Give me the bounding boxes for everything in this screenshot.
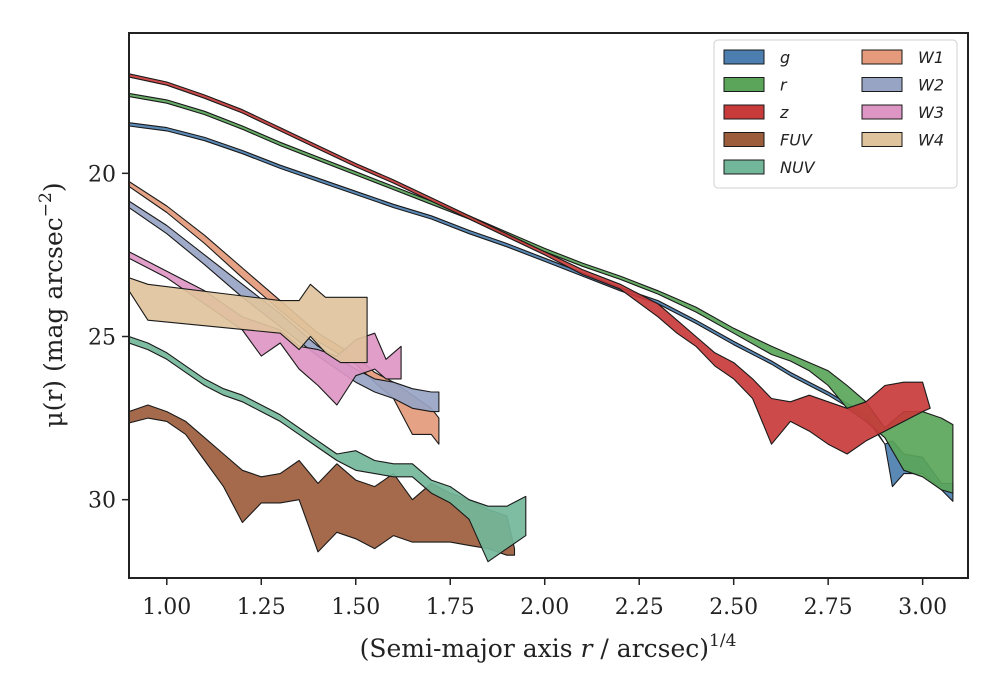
x-axis-label: (Semi-major axis r / arcsec)1/4 xyxy=(360,631,737,663)
legend-swatch xyxy=(861,104,903,120)
legend-item-z: z xyxy=(723,103,789,122)
series-bands xyxy=(129,73,954,563)
x-tick-label: 2.75 xyxy=(804,595,853,620)
band-z xyxy=(129,73,931,455)
legend-label: FUV xyxy=(780,131,813,150)
x-tick-label: 1.75 xyxy=(426,595,475,620)
legend-item-w2: W2 xyxy=(861,76,944,95)
legend-item-w1: W1 xyxy=(861,48,944,67)
legend-label: g xyxy=(780,48,790,67)
legend-label: NUV xyxy=(780,158,816,177)
legend-item-nuv: NUV xyxy=(723,158,816,177)
x-tick-label: 2.50 xyxy=(709,595,758,620)
x-tick-label: 2.00 xyxy=(520,595,569,620)
legend-item-w4: W4 xyxy=(861,131,944,150)
legend-item-w3: W3 xyxy=(861,103,944,122)
x-axis-ticks: 1.00 1.25 1.50 1.75 2.00 2.25 2.50 2.75 3.00 xyxy=(142,578,947,620)
y-axis-ticks: 20 25 30 xyxy=(88,162,129,514)
legend-swatch xyxy=(723,159,765,175)
legend-swatch xyxy=(861,132,903,147)
x-tick-label: 1.50 xyxy=(331,595,380,620)
legend-swatch xyxy=(861,49,903,65)
legend-label: W1 xyxy=(918,48,944,67)
legend-item-r: r xyxy=(723,76,788,95)
legend-label: W4 xyxy=(918,131,944,150)
legend-item-fuv: FUV xyxy=(723,131,813,150)
legend: grz FUV NUV W1 W2 W3 W4 xyxy=(713,39,958,189)
plot-frame xyxy=(128,32,969,579)
legend-swatch xyxy=(723,49,765,65)
legend-swatch xyxy=(723,77,765,92)
y-tick-label: 25 xyxy=(88,326,116,351)
legend-label: z xyxy=(779,103,789,122)
band-nuv xyxy=(129,335,527,563)
legend-swatch xyxy=(723,104,765,120)
x-tick-label: 1.00 xyxy=(142,595,191,620)
legend-label: W3 xyxy=(918,103,944,122)
y-tick-label: 30 xyxy=(88,489,116,514)
legend-label: W2 xyxy=(918,76,944,95)
legend-swatch xyxy=(861,77,903,92)
y-axis-label: μ(r) (mag arcsec−2) xyxy=(36,182,68,427)
band-fuv xyxy=(129,404,516,556)
x-tick-label: 1.25 xyxy=(237,595,286,620)
legend-label: r xyxy=(780,76,788,95)
x-tick-label: 2.25 xyxy=(615,595,664,620)
band-w4 xyxy=(129,277,368,364)
x-tick-label: 3.00 xyxy=(898,595,947,620)
legend-swatch xyxy=(723,132,765,147)
band-g xyxy=(129,122,954,502)
y-tick-label: 20 xyxy=(88,162,116,187)
legend-item-g: g xyxy=(723,48,790,67)
